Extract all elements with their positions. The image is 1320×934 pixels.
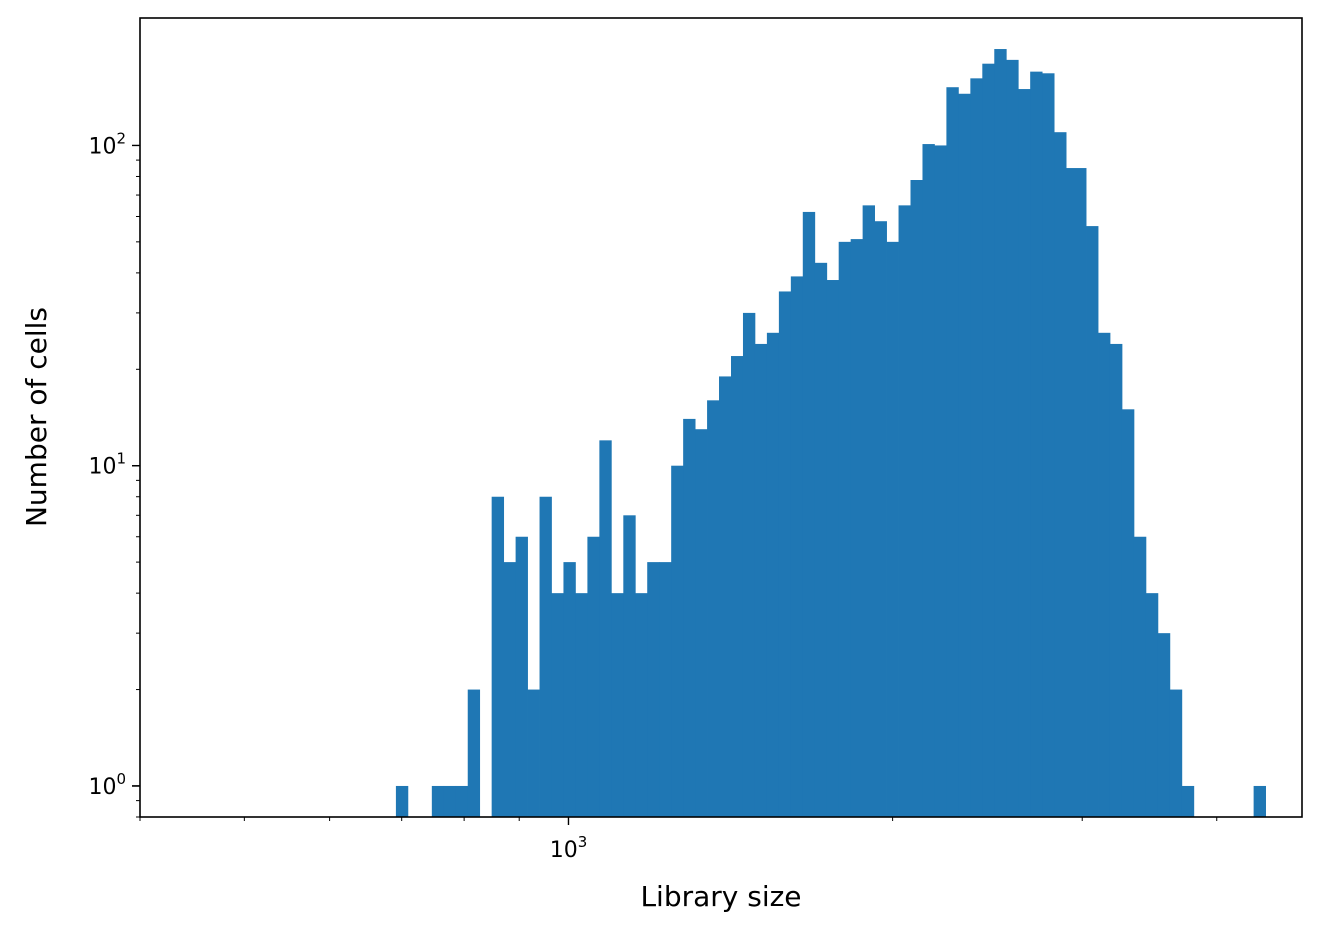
y-axis-label: Number of cells xyxy=(20,307,53,527)
histogram-bar xyxy=(1145,593,1159,817)
histogram-bar xyxy=(731,356,744,817)
histogram-bar xyxy=(1054,132,1067,817)
y-axis-ticks: 100 101 102 xyxy=(88,129,140,818)
histogram-bar xyxy=(1098,332,1111,817)
histogram-bar xyxy=(659,562,672,817)
histogram-bar xyxy=(742,312,756,817)
histogram-bar xyxy=(898,205,911,818)
x-axis-ticks: 103 xyxy=(139,817,1218,863)
histogram-bar xyxy=(1181,785,1195,817)
histogram-bar xyxy=(623,515,636,817)
histogram-bar xyxy=(994,49,1007,818)
histogram-bars xyxy=(395,49,1266,818)
histogram-bar xyxy=(395,785,409,817)
histogram-bar xyxy=(551,593,564,817)
histogram-bar xyxy=(1169,689,1183,817)
histogram-bar xyxy=(647,562,660,817)
histogram-bar xyxy=(719,376,732,817)
histogram-bar xyxy=(982,63,995,817)
histogram-bar xyxy=(1109,343,1123,817)
histogram-bar xyxy=(970,78,983,818)
histogram-bar xyxy=(778,291,792,818)
x-axis-label: Library size xyxy=(640,880,801,913)
histogram-bar xyxy=(754,343,768,817)
histogram-bar xyxy=(922,144,935,817)
histogram-bar xyxy=(563,562,576,817)
histogram-bar xyxy=(611,593,624,817)
y-tick-label: 102 xyxy=(88,129,126,159)
y-tick-label: 100 xyxy=(88,770,126,800)
histogram-bar xyxy=(635,593,648,817)
histogram-bar xyxy=(443,785,457,817)
y-tick-label: 101 xyxy=(88,450,126,480)
histogram-bar xyxy=(1066,168,1087,818)
histogram-bar xyxy=(1121,409,1135,817)
histogram-bar xyxy=(826,280,840,817)
histogram-bar xyxy=(814,262,828,818)
x-tick-label: 103 xyxy=(550,833,588,863)
histogram-bar xyxy=(946,87,959,817)
histogram-bar xyxy=(539,496,552,817)
histogram-bar xyxy=(874,221,887,817)
histogram-bar xyxy=(671,465,684,817)
histogram-bar xyxy=(910,180,923,817)
histogram-bar xyxy=(515,536,528,817)
histogram-bar xyxy=(707,400,720,817)
histogram-bar xyxy=(766,332,780,817)
histogram-bar xyxy=(1018,89,1031,818)
histogram-bar xyxy=(886,241,899,818)
histogram-bar xyxy=(1006,59,1019,817)
plot-frame xyxy=(139,17,1303,818)
histogram-bar xyxy=(575,593,588,817)
histogram-bar xyxy=(838,241,852,818)
histogram-bar xyxy=(850,239,864,818)
histogram-bar xyxy=(695,429,708,817)
histogram-bar xyxy=(790,276,804,817)
histogram-bar xyxy=(802,211,816,817)
histogram-bar xyxy=(599,440,612,817)
histogram-bar xyxy=(527,689,540,817)
histogram-bar xyxy=(491,496,505,817)
histogram-bar xyxy=(1042,73,1055,818)
histogram-bar xyxy=(503,562,517,817)
histogram-bar xyxy=(431,785,445,817)
histogram-bar xyxy=(467,689,481,817)
histogram-bar xyxy=(1086,226,1099,818)
histogram-bar xyxy=(1133,536,1147,817)
histogram-bar xyxy=(958,93,971,817)
histogram-bar xyxy=(934,145,947,817)
histogram-bar xyxy=(455,785,469,817)
histogram-bar xyxy=(587,536,600,817)
histogram-bar xyxy=(1030,71,1043,817)
histogram-bar xyxy=(862,205,875,818)
histogram-bar xyxy=(683,418,696,817)
histogram-bar xyxy=(1157,633,1171,817)
histogram-bar xyxy=(1253,785,1266,817)
